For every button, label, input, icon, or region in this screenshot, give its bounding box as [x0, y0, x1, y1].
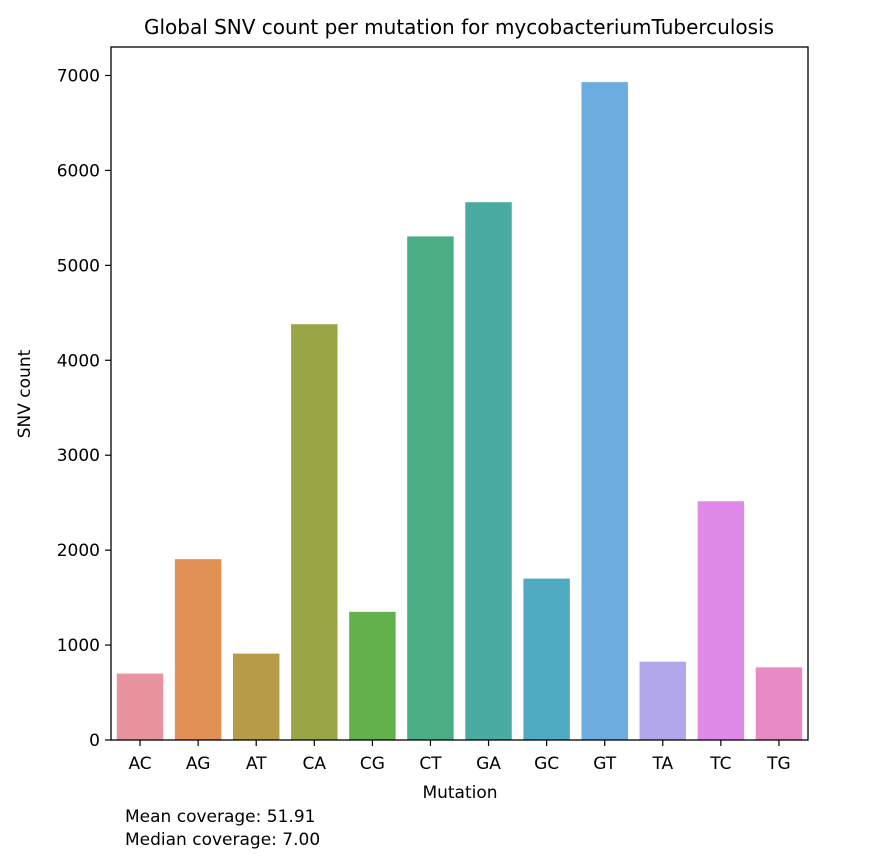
- bar-ac: [116, 673, 164, 740]
- x-tick-label-ac: AC: [128, 754, 151, 774]
- mean-coverage-note: Mean coverage: 51.91: [125, 807, 316, 827]
- y-tick-label-4000: 4000: [57, 351, 100, 371]
- plot-frame: [110, 46, 809, 741]
- bar-ag: [174, 559, 222, 740]
- x-tick-label-ca: CA: [303, 754, 327, 774]
- x-axis-label: Mutation: [422, 783, 497, 803]
- chart-title: Global SNV count per mutation for mycoba…: [144, 15, 774, 39]
- bar-tc: [697, 501, 745, 740]
- bar-ta: [639, 661, 687, 740]
- bar-cg: [349, 611, 396, 740]
- median-coverage-note: Median coverage: 7.00: [125, 830, 321, 850]
- bar-ga: [465, 202, 512, 740]
- y-tick-label-3000: 3000: [57, 446, 100, 466]
- bars-group: [116, 82, 803, 741]
- y-tick-label-7000: 7000: [57, 66, 100, 86]
- y-tick-label-2000: 2000: [57, 541, 100, 561]
- x-tick-label-ct: CT: [419, 754, 442, 774]
- bar-ct: [407, 236, 454, 740]
- bar-tg: [755, 667, 803, 740]
- bar-at: [232, 653, 280, 740]
- x-tick-label-tg: TG: [766, 754, 791, 774]
- y-tick-label-6000: 6000: [57, 161, 100, 181]
- y-tick-label-0: 0: [89, 731, 100, 751]
- y-axis-ticks: 0 1000 2000 3000 4000 5000 6000 7000: [57, 66, 111, 751]
- x-tick-label-ta: TA: [651, 754, 673, 774]
- x-tick-label-ag: AG: [186, 754, 211, 774]
- y-tick-label-5000: 5000: [57, 256, 100, 276]
- x-axis-ticks: AC AG AT CA CG CT GA GC GT TA TC TG: [128, 740, 791, 774]
- y-tick-label-1000: 1000: [57, 636, 100, 656]
- x-tick-label-cg: CG: [360, 754, 385, 774]
- bar-ca: [291, 324, 338, 740]
- x-tick-label-at: AT: [246, 754, 267, 774]
- bar-gt: [581, 82, 628, 741]
- y-axis-label: SNV count: [15, 349, 35, 438]
- x-tick-label-ga: GA: [476, 754, 501, 774]
- x-tick-label-tc: TC: [709, 754, 731, 774]
- bar-gc: [523, 578, 570, 740]
- x-tick-label-gt: GT: [593, 754, 617, 774]
- x-tick-label-gc: GC: [534, 754, 559, 774]
